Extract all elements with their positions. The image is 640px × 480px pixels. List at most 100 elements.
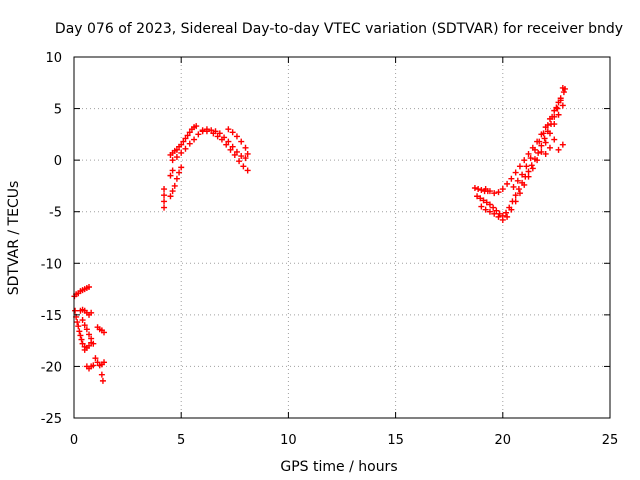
data-point xyxy=(541,135,548,142)
data-point xyxy=(515,186,522,193)
data-point xyxy=(244,150,251,157)
data-point xyxy=(496,210,503,217)
data-point xyxy=(544,122,551,129)
data-point xyxy=(560,89,567,96)
data-point xyxy=(238,138,245,145)
data-point xyxy=(77,332,84,339)
data-point xyxy=(528,162,535,169)
axis-ticks: 0 5 10 15 20 25 -25 -20 -15 -10 -5 0 5 10 xyxy=(41,51,619,448)
data-point xyxy=(546,130,553,137)
data-point xyxy=(214,133,221,140)
data-point xyxy=(510,183,517,190)
data-point xyxy=(499,216,506,223)
y-tick-label: 10 xyxy=(45,51,62,66)
data-point xyxy=(92,355,99,362)
data-point xyxy=(167,193,174,200)
y-tick-label: -25 xyxy=(41,412,62,427)
data-point xyxy=(75,323,82,330)
x-tick-label: 25 xyxy=(602,433,619,448)
y-axis-title: SDTVAR / TECUs xyxy=(6,181,22,296)
data-point xyxy=(491,210,498,217)
data-point xyxy=(161,186,168,193)
data-point xyxy=(525,168,532,175)
data-point xyxy=(240,163,247,170)
data-point xyxy=(210,130,217,137)
data-point xyxy=(171,182,178,189)
data-point xyxy=(553,104,560,111)
data-point xyxy=(471,184,478,191)
data-point xyxy=(486,201,493,208)
data-point xyxy=(559,141,566,148)
data-point xyxy=(551,107,558,114)
data-point xyxy=(99,377,106,384)
data-point xyxy=(83,326,90,333)
data-point xyxy=(86,284,93,291)
data-point xyxy=(238,153,245,160)
data-point xyxy=(557,95,564,102)
data-point xyxy=(233,148,240,155)
data-point xyxy=(169,167,176,174)
data-point xyxy=(242,155,249,162)
data-points xyxy=(71,84,568,384)
data-point xyxy=(504,213,511,220)
data-point xyxy=(195,131,202,138)
data-point xyxy=(521,157,528,164)
data-point xyxy=(176,169,183,176)
data-point xyxy=(88,339,95,346)
x-tick-label: 0 xyxy=(70,433,78,448)
data-point xyxy=(169,188,176,195)
data-point xyxy=(561,85,568,92)
y-tick-label: -5 xyxy=(49,206,62,221)
data-point xyxy=(231,151,238,158)
data-point xyxy=(503,209,510,216)
data-point xyxy=(535,149,542,156)
data-point xyxy=(523,163,530,170)
data-point xyxy=(514,177,521,184)
x-tick-label: 10 xyxy=(280,433,297,448)
grid-lines xyxy=(74,57,610,418)
data-point xyxy=(78,336,85,343)
data-point xyxy=(208,127,215,134)
data-point xyxy=(493,207,500,214)
data-point xyxy=(173,146,180,153)
data-point xyxy=(512,169,519,176)
data-point xyxy=(486,188,493,195)
data-point xyxy=(529,165,536,172)
data-point xyxy=(521,181,528,188)
data-point xyxy=(516,163,523,170)
data-point xyxy=(516,190,523,197)
data-point xyxy=(182,145,189,152)
plot-frame xyxy=(73,56,611,419)
data-point xyxy=(519,171,526,178)
data-point xyxy=(229,129,236,136)
data-point xyxy=(486,208,493,215)
data-point xyxy=(555,111,562,118)
data-point xyxy=(244,167,251,174)
data-point xyxy=(495,213,502,220)
data-point xyxy=(551,121,558,128)
data-point xyxy=(482,186,489,193)
data-point xyxy=(229,143,236,150)
x-tick-label: 15 xyxy=(387,433,404,448)
data-point xyxy=(184,132,191,139)
data-point xyxy=(88,309,95,316)
data-point xyxy=(178,141,185,148)
y-tick-label: 5 xyxy=(54,103,62,118)
data-point xyxy=(508,206,515,213)
data-point xyxy=(546,144,553,151)
data-point xyxy=(542,139,549,146)
x-tick-label: 20 xyxy=(495,433,512,448)
data-point xyxy=(508,175,515,182)
data-point xyxy=(161,198,168,205)
data-point xyxy=(236,158,243,165)
data-point xyxy=(94,359,101,366)
data-point xyxy=(554,105,561,112)
y-tick-label: -20 xyxy=(41,360,62,375)
data-point xyxy=(167,172,174,179)
data-point xyxy=(81,322,88,329)
data-point xyxy=(180,138,187,145)
x-axis-title: GPS time / hours xyxy=(280,459,397,475)
data-point xyxy=(161,192,168,199)
data-point xyxy=(101,329,108,336)
